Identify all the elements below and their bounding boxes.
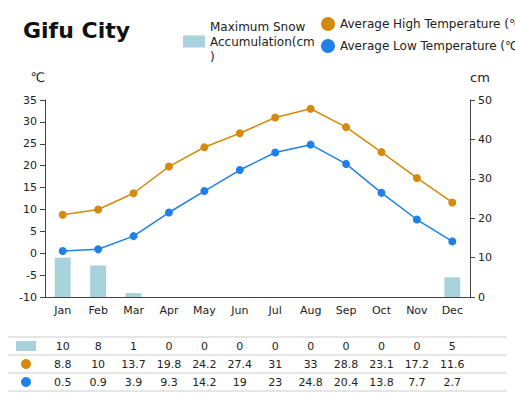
svg-text:7.7: 7.7: [408, 376, 426, 389]
svg-text:0: 0: [378, 340, 385, 353]
svg-text:Feb: Feb: [88, 304, 107, 317]
svg-text:23: 23: [268, 376, 282, 389]
svg-text:35: 35: [23, 94, 37, 107]
svg-text:Sep: Sep: [336, 304, 357, 317]
svg-text:20.4: 20.4: [334, 376, 359, 389]
svg-text:0: 0: [413, 340, 420, 353]
svg-text:Oct: Oct: [372, 304, 392, 317]
svg-text:24.8: 24.8: [298, 376, 323, 389]
svg-text:10: 10: [478, 251, 492, 264]
svg-text:Jun: Jun: [230, 304, 248, 317]
svg-text:50: 50: [478, 94, 492, 107]
svg-text:28.8: 28.8: [334, 358, 359, 371]
svg-text:13.8: 13.8: [369, 376, 394, 389]
svg-text:0.9: 0.9: [89, 376, 107, 389]
svg-text:11.6: 11.6: [440, 358, 465, 371]
svg-text:8.8: 8.8: [54, 358, 71, 371]
svg-text:27.4: 27.4: [228, 358, 253, 371]
svg-text:15: 15: [23, 181, 37, 194]
svg-text:Average High Temperature (℃): Average High Temperature (℃): [340, 17, 515, 31]
svg-text:30: 30: [478, 172, 492, 185]
svg-text:0: 0: [236, 340, 243, 353]
svg-text:cm: cm: [470, 70, 490, 85]
svg-text:Apr: Apr: [159, 304, 179, 317]
svg-text:10: 10: [56, 340, 70, 353]
svg-text:0: 0: [30, 247, 37, 260]
svg-text:-10: -10: [19, 291, 37, 304]
svg-text:9.3: 9.3: [160, 376, 178, 389]
svg-text:1: 1: [130, 340, 137, 353]
svg-text:0: 0: [165, 340, 172, 353]
svg-text:Jan: Jan: [53, 304, 71, 317]
svg-text:31: 31: [268, 358, 282, 371]
svg-text:23.1: 23.1: [369, 358, 394, 371]
svg-text:20: 20: [23, 159, 37, 172]
svg-text:May: May: [193, 304, 216, 317]
svg-text:0: 0: [272, 340, 279, 353]
svg-text:17.2: 17.2: [405, 358, 430, 371]
svg-text:Nov: Nov: [406, 304, 428, 317]
svg-text:Aug: Aug: [300, 304, 321, 317]
svg-text:Dec: Dec: [442, 304, 463, 317]
svg-text:Maximum Snow: Maximum Snow: [210, 20, 309, 34]
svg-text:5: 5: [30, 225, 37, 238]
svg-text:33: 33: [304, 358, 318, 371]
svg-text:Jul: Jul: [268, 304, 282, 317]
svg-text:19: 19: [233, 376, 247, 389]
svg-text:-5: -5: [26, 269, 37, 282]
svg-text:0.5: 0.5: [54, 376, 71, 389]
svg-text:24.2: 24.2: [192, 358, 217, 371]
svg-text:10: 10: [91, 358, 105, 371]
svg-text:40: 40: [478, 133, 492, 146]
svg-text:Mar: Mar: [123, 304, 144, 317]
svg-text:2.7: 2.7: [444, 376, 462, 389]
svg-text:0: 0: [307, 340, 314, 353]
svg-text:5: 5: [449, 340, 456, 353]
svg-text:0: 0: [478, 291, 485, 304]
svg-text:25: 25: [23, 137, 37, 150]
svg-text:13.7: 13.7: [121, 358, 146, 371]
svg-text:10: 10: [23, 203, 37, 216]
svg-text:0: 0: [343, 340, 350, 353]
svg-text:Average Low Temperature (℃): Average Low Temperature (℃): [340, 39, 515, 53]
svg-text:0: 0: [201, 340, 208, 353]
svg-text:): ): [210, 50, 215, 64]
svg-text:14.2: 14.2: [192, 376, 217, 389]
svg-text:3.9: 3.9: [125, 376, 143, 389]
svg-text:Gifu City: Gifu City: [23, 18, 130, 43]
svg-text:8: 8: [95, 340, 102, 353]
svg-text:20: 20: [478, 212, 492, 225]
svg-text:30: 30: [23, 115, 37, 128]
svg-text:℃: ℃: [30, 70, 45, 85]
svg-text:19.8: 19.8: [157, 358, 182, 371]
svg-text:Accumulation(cm: Accumulation(cm: [210, 35, 315, 49]
